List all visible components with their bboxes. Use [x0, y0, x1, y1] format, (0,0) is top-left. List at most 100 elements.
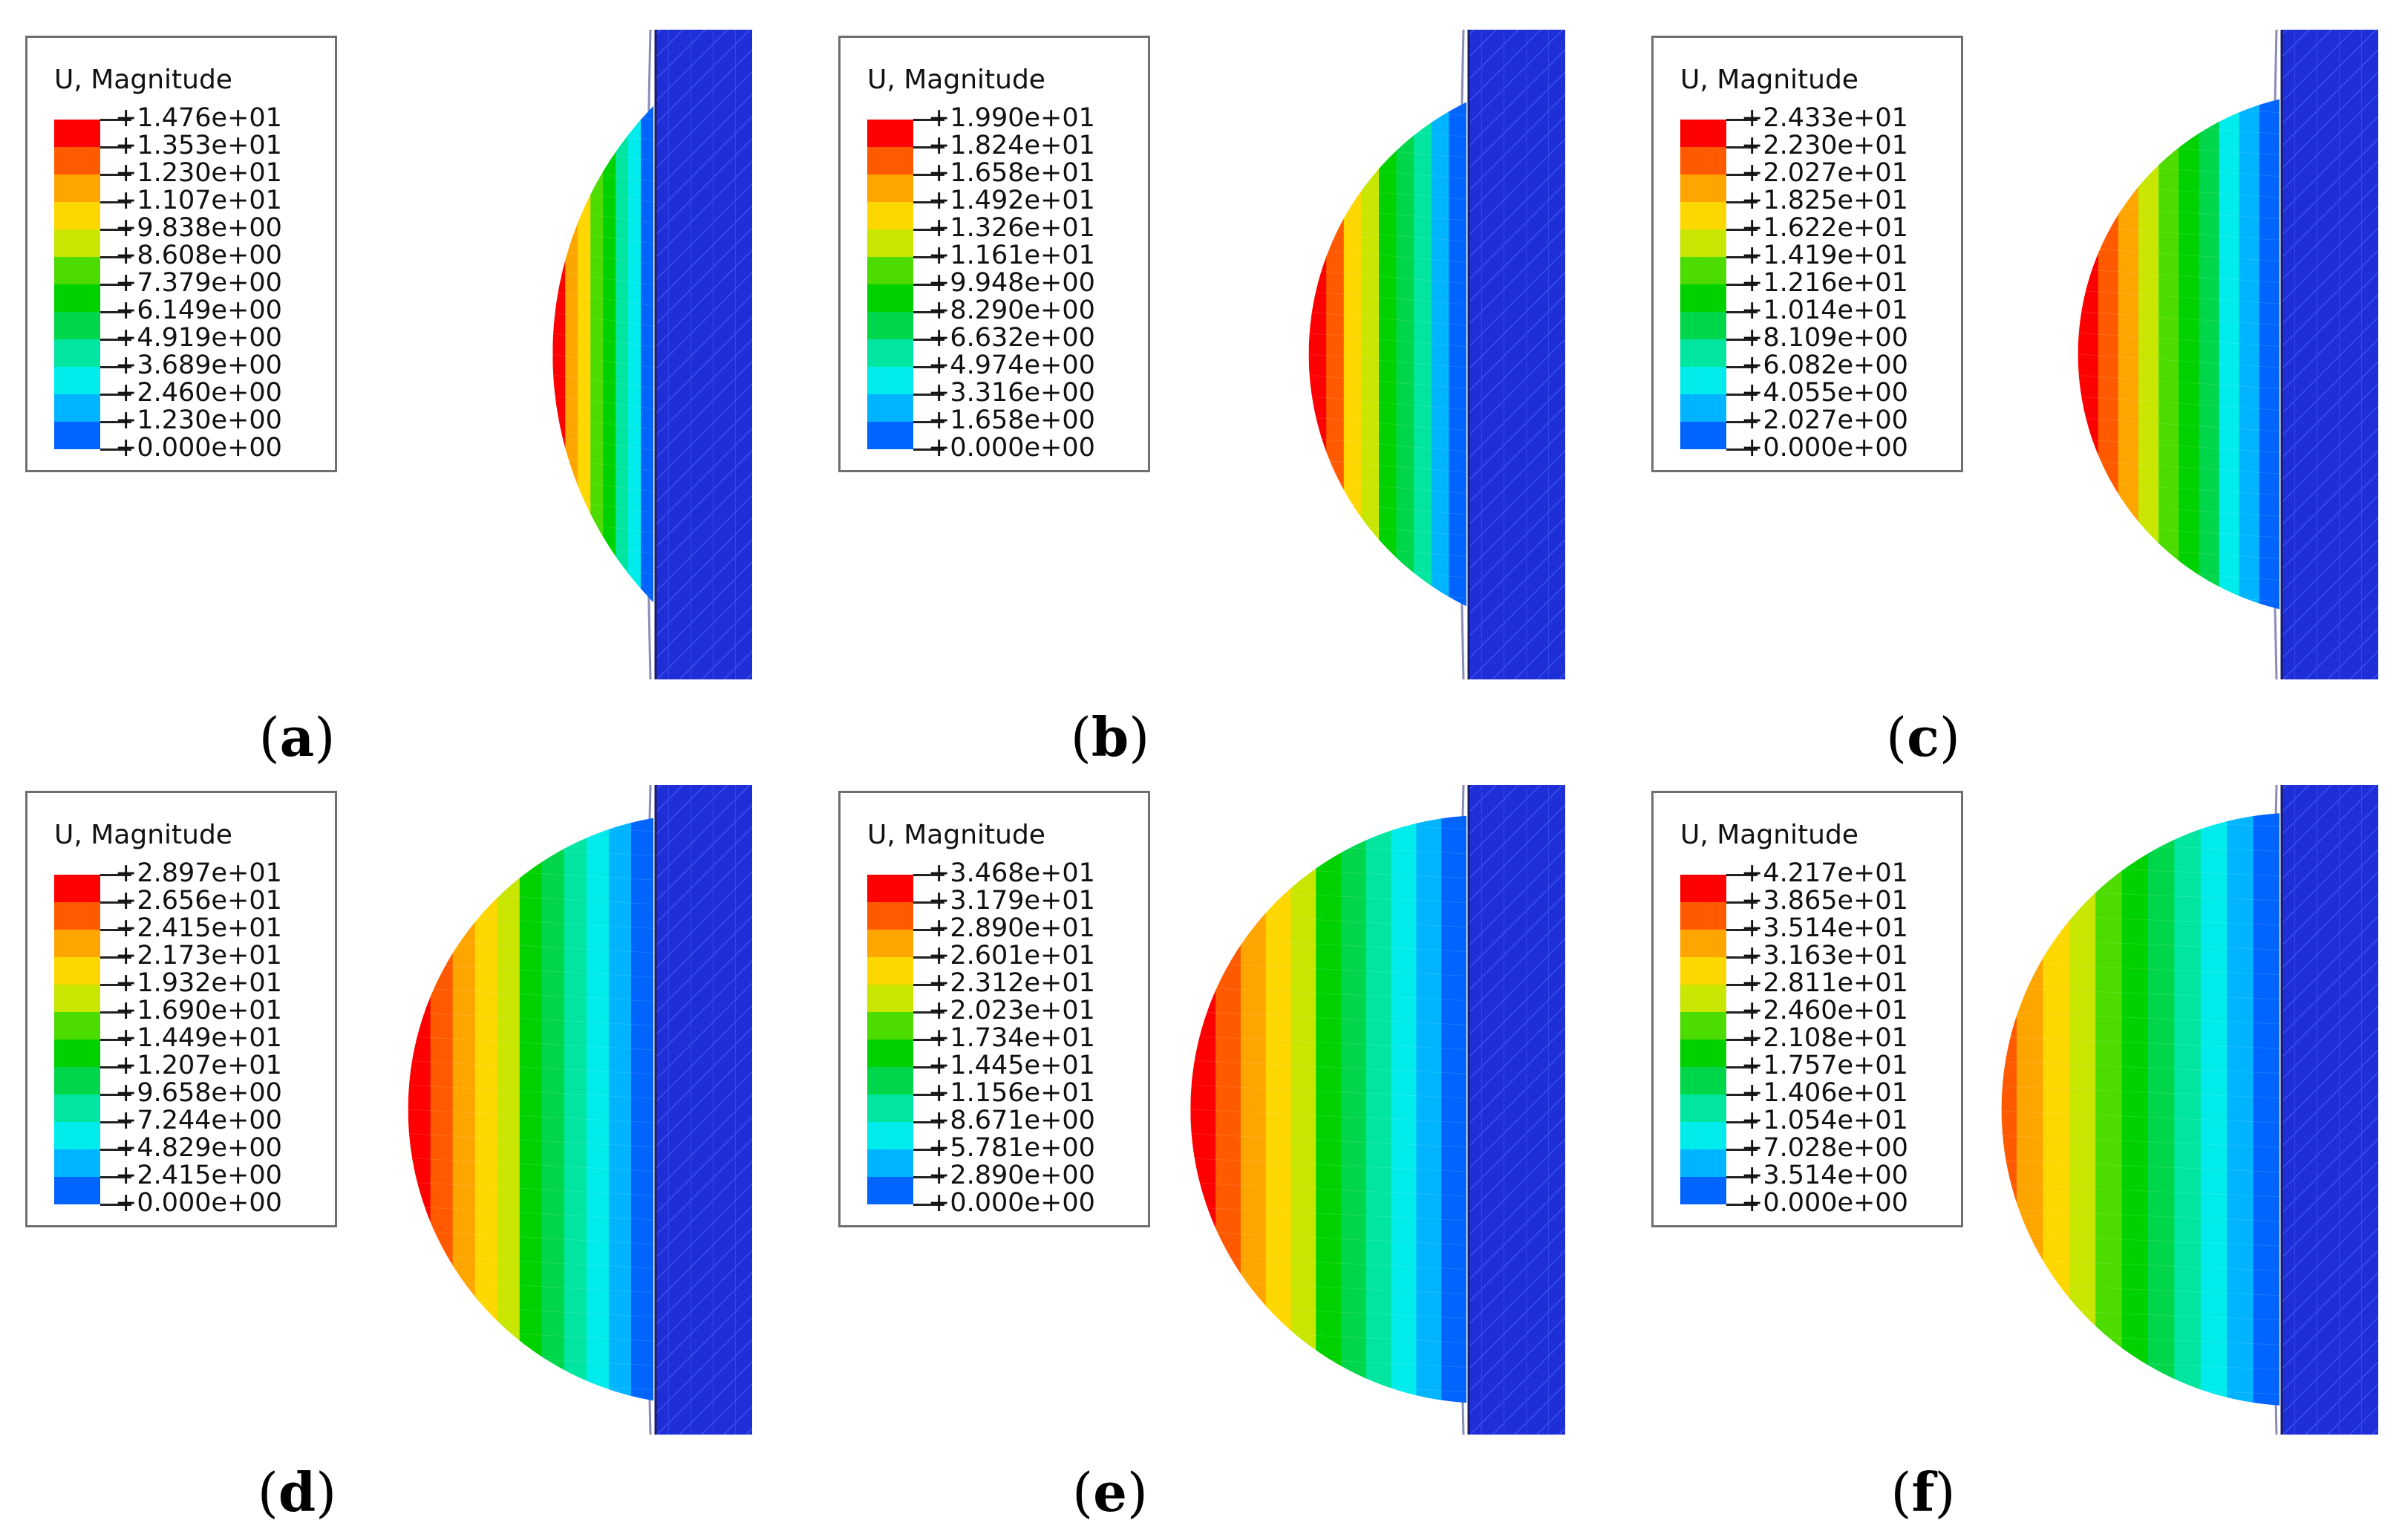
- contour-band: [1391, 815, 1417, 1403]
- contour-band: [2043, 813, 2070, 1406]
- panel-b: U, Magnitude +1.990e+01 +1.824e+01 +1.658e+…: [813, 0, 1613, 769]
- mesh-line: [408, 1206, 653, 1221]
- mesh-line: [552, 416, 653, 431]
- mesh-line: [2001, 813, 2279, 827]
- contour-band: [586, 818, 610, 1401]
- colorbar-band: [1680, 147, 1726, 174]
- fe-model: [408, 784, 752, 1435]
- legend-tick: [100, 1176, 131, 1178]
- panel-label-letter: f: [1911, 1461, 1935, 1524]
- panel-e: U, Magnitude +3.468e+01 +3.179e+01 +2.890e+…: [813, 755, 1613, 1524]
- legend-tick: [913, 256, 944, 258]
- contour-band: [2239, 99, 2260, 610]
- legend-tick: [1726, 284, 1758, 286]
- mesh-line: [552, 374, 653, 389]
- colorbar-band: [54, 312, 100, 339]
- legend-tick: [100, 339, 131, 341]
- legend-tick: [1726, 1149, 1758, 1151]
- colorbar-band: [1680, 1040, 1726, 1067]
- colorbar-band: [1680, 875, 1726, 902]
- legend-tick: [1726, 201, 1758, 203]
- colorbar-band: [54, 120, 100, 147]
- legend-tick: [913, 201, 944, 203]
- contour-band: [1343, 102, 1362, 607]
- legend-value: +1.014e+01: [1741, 296, 1908, 325]
- legend-tick: [913, 1204, 944, 1206]
- colorbar-band: [54, 1012, 100, 1040]
- mesh-line: [2078, 417, 2279, 432]
- colorbar-band: [867, 284, 913, 312]
- contour-band: [1215, 815, 1241, 1403]
- mesh-line: [1308, 102, 1466, 117]
- contour-band: [564, 818, 587, 1401]
- colorbar-band: [54, 284, 100, 312]
- colorbar-band: [867, 902, 913, 930]
- colorbar-band: [1680, 284, 1726, 312]
- legend-value: +0.000e+00: [1741, 433, 1908, 463]
- mesh-line: [552, 457, 653, 472]
- panel-label: (e): [1072, 1461, 1148, 1524]
- mesh-line: [408, 1133, 653, 1148]
- legend-value: +1.353e+01: [115, 131, 282, 160]
- colorbar: [54, 120, 100, 449]
- contour-band: [474, 818, 498, 1401]
- legend-value: +2.460e+01: [1741, 996, 1908, 1025]
- mesh-line: [1190, 1011, 1466, 1025]
- legend-value: +1.824e+01: [928, 131, 1095, 160]
- legend-value: +6.082e+00: [1741, 350, 1908, 380]
- mesh-line: [1190, 1133, 1466, 1148]
- legend-value: +2.108e+01: [1741, 1023, 1908, 1053]
- mesh-line: [1190, 986, 1466, 1001]
- mesh-line: [552, 353, 653, 368]
- panel-c: U, Magnitude +2.433e+01 +2.230e+01 +2.027e+…: [1626, 0, 2402, 769]
- colorbar-band: [1680, 930, 1726, 957]
- legend-tick: [913, 1121, 944, 1123]
- fe-model: [2078, 29, 2378, 680]
- mesh-line: [2078, 99, 2279, 114]
- contour-band: [2259, 99, 2279, 610]
- colorbar-band: [867, 1040, 913, 1067]
- mesh-line: [552, 395, 653, 410]
- contour-band: [1365, 815, 1392, 1403]
- legend-value: +2.415e+00: [115, 1161, 282, 1190]
- legend-value: +8.671e+00: [928, 1106, 1095, 1135]
- contour-band: [2219, 99, 2240, 610]
- colorbar-band: [54, 174, 100, 202]
- colorbar-band: [54, 1149, 100, 1177]
- legend-tick: [1726, 448, 1758, 451]
- contour-band: [603, 105, 617, 603]
- contour-band: [2017, 813, 2044, 1406]
- colorbar: [1680, 120, 1726, 449]
- legend-tick: [100, 311, 131, 313]
- legend-tick: [100, 174, 131, 176]
- legend-tick: [913, 901, 944, 904]
- legend-value: +1.658e+00: [928, 405, 1095, 435]
- contour-band: [430, 818, 454, 1401]
- legend-value: +9.838e+00: [115, 213, 282, 243]
- colorbar-band: [54, 422, 100, 449]
- contour-band: [2001, 813, 2017, 1406]
- colorbar-band: [867, 422, 913, 449]
- legend-tick: [1726, 956, 1758, 959]
- legend-value: +7.379e+00: [115, 268, 282, 298]
- colorbar-band: [54, 930, 100, 957]
- mesh-line: [1190, 1256, 1466, 1270]
- mesh-line: [408, 1036, 653, 1051]
- colorbar-band: [867, 930, 913, 957]
- contour-band: [1449, 102, 1466, 607]
- colorbar-band: [54, 394, 100, 422]
- mesh-line: [1190, 1231, 1466, 1246]
- colorbar-band: [867, 339, 913, 367]
- mesh-line: [408, 1084, 653, 1099]
- legend-title: U, Magnitude: [1680, 820, 1858, 850]
- mesh-line: [1190, 1060, 1466, 1074]
- colorbar-band: [1680, 1149, 1726, 1177]
- contour-band: [1396, 102, 1415, 607]
- legend-tick: [913, 956, 944, 959]
- legend-value: +1.757e+01: [1741, 1051, 1908, 1080]
- legend-value: +1.449e+01: [115, 1023, 282, 1053]
- support-wall: [656, 785, 752, 1435]
- mesh-line: [552, 250, 653, 265]
- legend-value: +1.054e+01: [1741, 1106, 1908, 1135]
